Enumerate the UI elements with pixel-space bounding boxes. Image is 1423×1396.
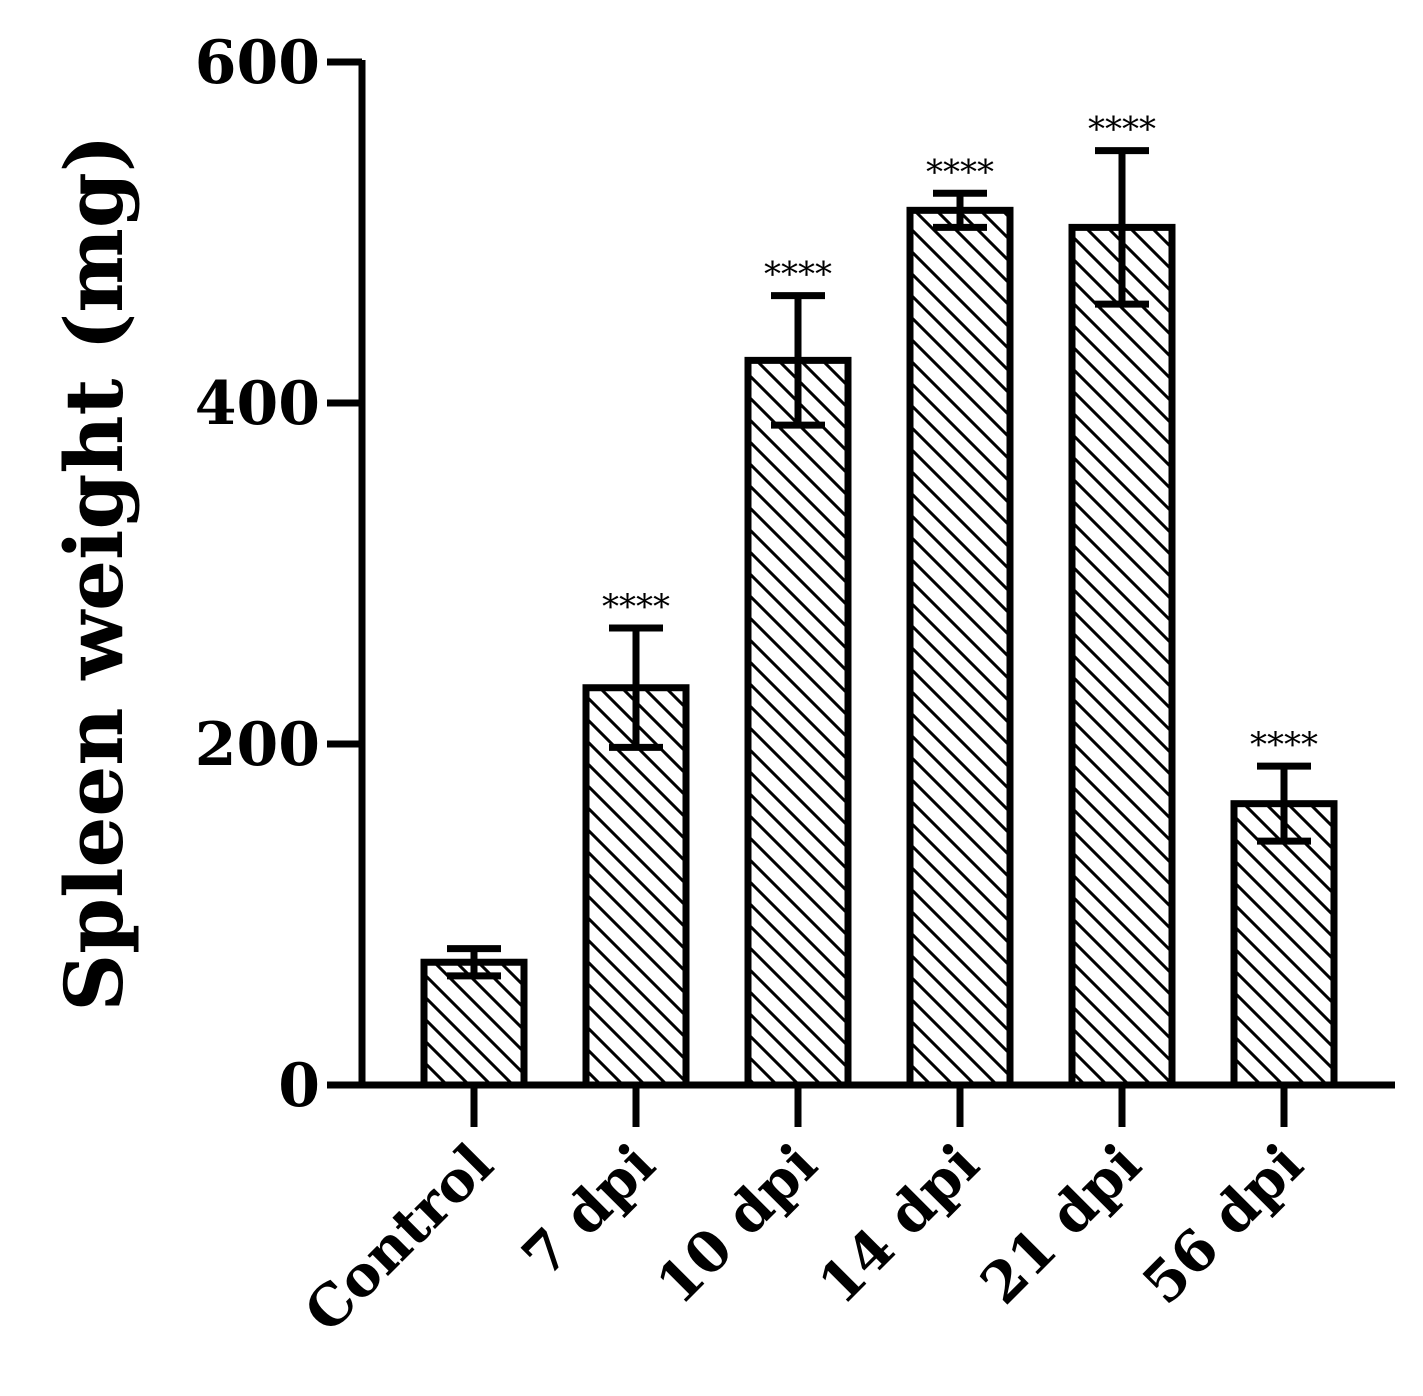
- x-tick-label: 10 dpi: [644, 1131, 830, 1317]
- significance-label: ****: [602, 587, 670, 627]
- bar: [906, 206, 1014, 1089]
- y-tick-label: 200: [195, 710, 320, 780]
- bar: [420, 958, 528, 1089]
- significance-label: ****: [1250, 725, 1318, 765]
- y-axis-title: Spleen weight (mg): [47, 134, 141, 1011]
- significance-label: ****: [764, 255, 832, 295]
- bar: [744, 356, 852, 1089]
- y-axis: 0 200 400 600: [195, 28, 366, 1121]
- y-tick-label: 0: [278, 1051, 320, 1121]
- x-tick-label: 21 dpi: [968, 1131, 1154, 1317]
- x-tick-label: Control: [292, 1131, 506, 1345]
- y-tick-label: 600: [195, 28, 320, 98]
- y-tick-label: 400: [195, 369, 320, 439]
- significance-label: ****: [926, 152, 994, 192]
- x-tick-label: 7 dpi: [509, 1131, 667, 1289]
- bar: [582, 684, 690, 1089]
- x-tick-label: 14 dpi: [806, 1131, 992, 1317]
- bar: [1230, 800, 1338, 1089]
- x-tick-label: 56 dpi: [1130, 1131, 1316, 1317]
- bar: [1068, 223, 1176, 1089]
- significance-label: ****: [1088, 110, 1156, 150]
- bars-group: **** **** **** **** ****: [420, 110, 1338, 1089]
